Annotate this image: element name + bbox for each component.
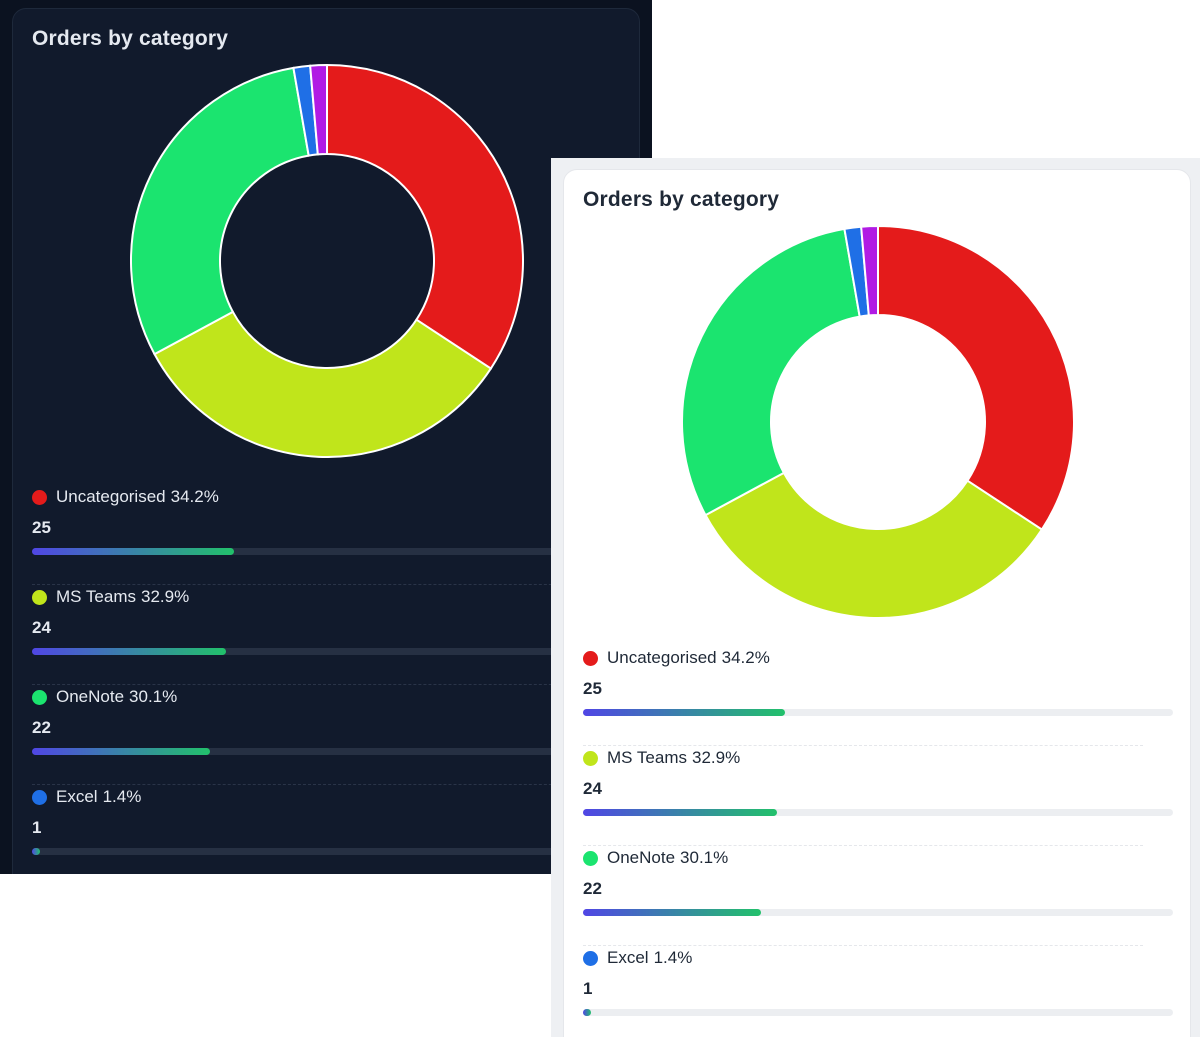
legend-label: OneNote <box>607 848 676 867</box>
dark-panel: Orders by category Uncategorised 34.2% 2… <box>0 0 652 874</box>
legend-percent: 1.4% <box>102 787 142 806</box>
legend-percent: 32.9% <box>692 748 741 767</box>
donut-slice-other[interactable] <box>860 225 879 317</box>
legend-dot <box>32 489 47 505</box>
progress-fill <box>583 709 785 716</box>
legend-item-excel: Excel 1.4% 1 <box>583 946 1173 1037</box>
legend-item-uncategorised: Uncategorised 34.2% 25 <box>583 646 1173 746</box>
legend-label: Excel <box>607 948 649 967</box>
legend-percent: 30.1% <box>129 687 178 706</box>
legend-percent: 34.2% <box>721 648 770 667</box>
legend-dot <box>32 589 47 605</box>
progress-fill <box>583 909 761 916</box>
progress-track <box>32 748 622 755</box>
donut-chart <box>130 64 524 458</box>
legend-value: 24 <box>32 618 51 637</box>
progress-fill <box>32 548 234 555</box>
orders-by-category-card: Orders by category Uncategorised 34.2% 2… <box>12 8 640 874</box>
donut-slice-onenote[interactable] <box>681 227 861 517</box>
legend-percent: 1.4% <box>653 948 693 967</box>
legend-label: Uncategorised <box>607 648 717 667</box>
legend-dot <box>583 950 598 966</box>
legend-item-excel: Excel 1.4% 1 <box>32 785 622 874</box>
legend-value: 22 <box>583 879 602 898</box>
legend-percent: 32.9% <box>141 587 190 606</box>
progress-track <box>583 809 1173 816</box>
legend-label: OneNote <box>56 687 125 706</box>
light-panel: Orders by category Uncategorised 34.2% 2… <box>551 158 1200 1037</box>
orders-by-category-card: Orders by category Uncategorised 34.2% 2… <box>563 169 1191 1037</box>
legend-item-onenote: OneNote 30.1% 22 <box>32 685 622 785</box>
donut-slice-ms-teams[interactable] <box>704 471 1044 619</box>
legend-item-onenote: OneNote 30.1% 22 <box>583 846 1173 946</box>
donut-slice-onenote[interactable] <box>130 66 310 356</box>
legend-dot <box>32 789 47 805</box>
donut-chart <box>681 225 1075 619</box>
legend-item-ms-teams: MS Teams 32.9% 24 <box>583 746 1173 846</box>
legend-label: Uncategorised <box>56 487 166 506</box>
legend-dot <box>583 650 598 666</box>
legend-dot <box>583 750 598 766</box>
legend-dot <box>583 850 598 866</box>
legend-percent: 30.1% <box>680 848 729 867</box>
donut-slice-uncategorised[interactable] <box>326 64 524 370</box>
legend-list: Uncategorised 34.2% 25 MS Teams 32.9% 24 <box>583 646 1173 1037</box>
donut-slice-other[interactable] <box>309 64 328 156</box>
progress-fill <box>583 1009 592 1016</box>
progress-track <box>583 709 1173 716</box>
legend-list: Uncategorised 34.2% 25 MS Teams 32.9% 24 <box>32 485 622 874</box>
legend-percent: 34.2% <box>170 487 219 506</box>
progress-track <box>32 548 622 555</box>
legend-label: Excel <box>56 787 98 806</box>
progress-track <box>32 848 622 855</box>
donut-slice-uncategorised[interactable] <box>877 225 1075 531</box>
legend-value: 1 <box>32 818 42 837</box>
legend-label: MS Teams <box>56 587 136 606</box>
progress-track <box>32 648 622 655</box>
card-title: Orders by category <box>583 188 780 211</box>
progress-fill <box>32 648 227 655</box>
legend-value: 25 <box>32 518 51 537</box>
progress-fill <box>32 848 41 855</box>
legend-item-uncategorised: Uncategorised 34.2% 25 <box>32 485 622 585</box>
legend-value: 24 <box>583 779 602 798</box>
legend-label: MS Teams <box>607 748 687 767</box>
legend-item-ms-teams: MS Teams 32.9% 24 <box>32 585 622 685</box>
donut-slice-ms-teams[interactable] <box>153 310 493 458</box>
legend-dot <box>32 689 47 705</box>
legend-value: 1 <box>583 979 593 998</box>
progress-fill <box>32 748 210 755</box>
progress-track <box>583 1009 1173 1016</box>
progress-track <box>583 909 1173 916</box>
progress-fill <box>583 809 778 816</box>
legend-value: 25 <box>583 679 602 698</box>
card-title: Orders by category <box>32 27 229 50</box>
legend-value: 22 <box>32 718 51 737</box>
